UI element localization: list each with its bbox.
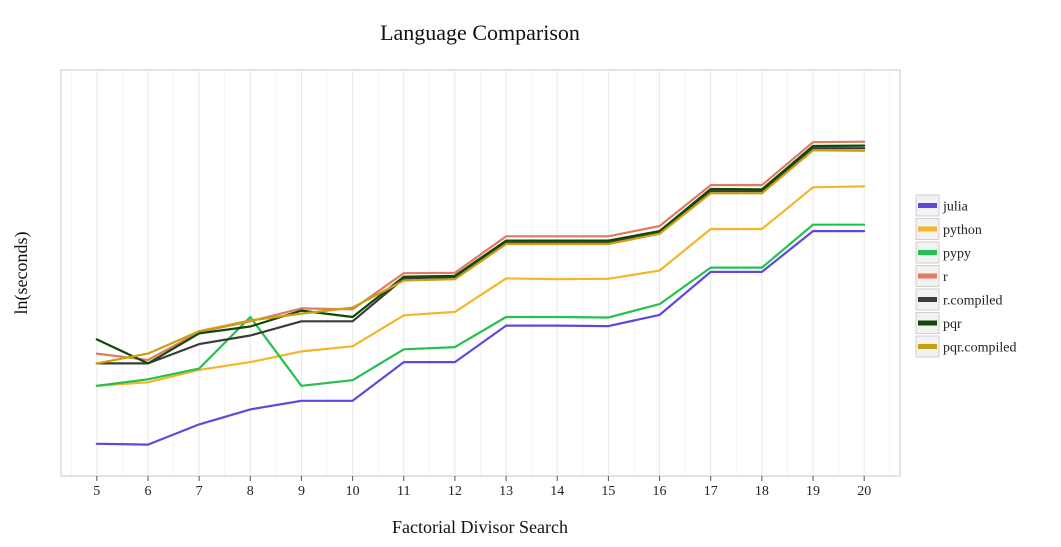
- chart-title: Language Comparison: [380, 20, 580, 45]
- x-tick-label: 20: [857, 484, 871, 499]
- x-tick-label: 14: [550, 484, 564, 499]
- series-line-julia: [95, 230, 866, 446]
- series-line-pqr-compiled: [95, 149, 866, 365]
- x-tick-label: 17: [704, 484, 718, 499]
- legend-label: python: [943, 223, 982, 238]
- legend-label: r: [943, 270, 948, 285]
- legend: julia python pypy r r.compiled pqr pqr.compile…: [913, 192, 1031, 361]
- series-line-pqr: [95, 144, 866, 365]
- legend-label: julia: [942, 200, 969, 215]
- legend-swatch-julia: [918, 203, 937, 208]
- x-tick-label: 7: [196, 484, 203, 499]
- series-line-python: [95, 185, 866, 387]
- x-tick-label: 8: [247, 484, 254, 499]
- x-tick-label: 16: [653, 484, 667, 499]
- legend-label: pqr: [943, 317, 962, 332]
- x-tick-label: 13: [499, 484, 513, 499]
- grid: [70, 71, 891, 475]
- x-tick-label: 18: [755, 484, 769, 499]
- x-tick-label: 19: [806, 484, 820, 499]
- legend-swatch-r-compiled: [918, 297, 937, 302]
- legend-swatch-pqr-compiled: [918, 344, 937, 349]
- x-tick-label: 11: [397, 484, 410, 499]
- legend-label: pqr.compiled: [943, 341, 1017, 356]
- series-line-pypy: [95, 223, 866, 387]
- legend-swatch-pqr: [918, 320, 937, 326]
- x-axis-ticks: 5 6 7 8 9 10 11 12 13 14 15 16 17 18 19 20: [93, 476, 871, 499]
- legend-swatch-python: [918, 226, 937, 232]
- y-axis-label: ln(seconds): [11, 232, 32, 315]
- x-tick-label: 12: [448, 484, 462, 499]
- x-tick-label: 9: [298, 484, 305, 499]
- legend-label: pypy: [943, 247, 971, 262]
- x-tick-label: 10: [346, 484, 360, 499]
- x-axis-label: Factorial Divisor Search: [392, 517, 568, 537]
- x-tick-label: 5: [93, 484, 100, 499]
- x-tick-label: 6: [144, 484, 151, 499]
- x-tick-label: 15: [601, 484, 615, 499]
- legend-swatch-r: [918, 273, 937, 279]
- legend-label: r.compiled: [943, 294, 1003, 309]
- series-line-r-compiled: [95, 147, 866, 365]
- series-lines: [95, 140, 866, 446]
- legend-swatch-pypy: [918, 250, 937, 255]
